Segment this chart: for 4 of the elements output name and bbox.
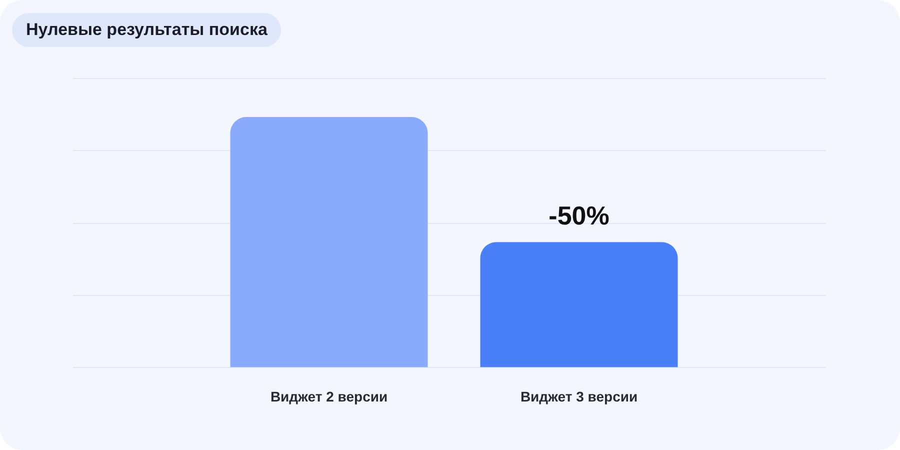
x-tick-label: Виджет 2 версии	[270, 388, 388, 404]
annotation: -50%	[548, 200, 610, 230]
chart-title: Нулевые результаты поиска	[12, 13, 282, 47]
x-tick-label: Виджет 3 версии	[520, 388, 638, 404]
